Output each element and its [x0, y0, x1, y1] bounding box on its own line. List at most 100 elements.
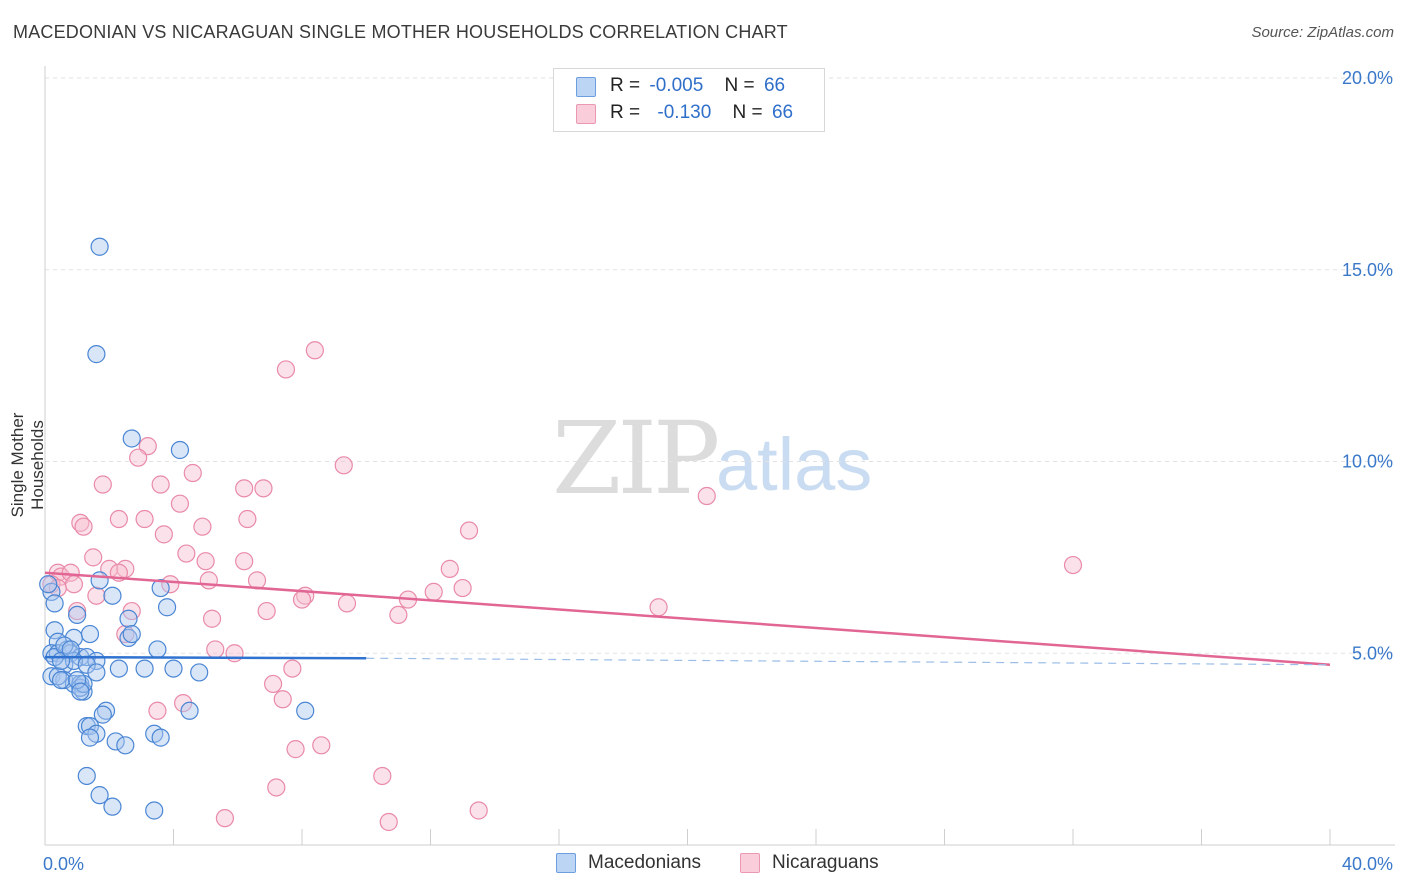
- nicaraguan-point: [267, 778, 286, 797]
- nicaraguan-point: [199, 571, 218, 590]
- nicaraguan-point: [254, 479, 273, 498]
- macedonian-point: [68, 670, 87, 690]
- macedonian-point: [157, 598, 177, 617]
- nicaraguan-point: [286, 740, 305, 759]
- nicaraguan-point: [273, 690, 292, 709]
- bottom-legend-swatch-blue: [556, 853, 576, 873]
- macedonian-point: [87, 345, 106, 364]
- nicaraguan-point: [177, 544, 196, 563]
- macedonian-point: [170, 440, 190, 460]
- macedonian-point: [180, 701, 199, 720]
- nicaraguan-point: [135, 509, 154, 529]
- legend-n-label: N =: [732, 102, 763, 123]
- macedonian-point: [145, 801, 164, 820]
- nicaraguan-point: [202, 609, 222, 628]
- nicaraguan-point: [469, 801, 488, 820]
- legend-r-value: -0.130: [657, 102, 712, 123]
- legend-r-value: -0.005: [649, 75, 704, 96]
- nicaraguan-point: [283, 659, 302, 678]
- macedonian-point: [135, 659, 154, 678]
- nicaraguan-point: [64, 575, 84, 594]
- nicaraguan-point: [292, 590, 312, 609]
- macedonian-trendline: [44, 655, 367, 660]
- bottom-legend-label: Macedonians: [588, 852, 702, 873]
- nicaraguan-point: [312, 736, 331, 755]
- nicaraguan-point: [170, 494, 190, 513]
- nicaraguan-point: [129, 448, 148, 467]
- macedonian-trendline-extension: [366, 657, 1331, 666]
- legend-r-label: R =: [610, 102, 641, 123]
- nicaraguan-point: [440, 559, 459, 578]
- nicaraguan-point: [161, 575, 180, 594]
- source-label: Source: ZipAtlas.com: [1251, 24, 1394, 41]
- macedonian-point: [119, 609, 138, 628]
- bottom-legend-label: Nicaraguans: [772, 852, 879, 873]
- macedonian-point: [77, 766, 96, 786]
- nicaraguan-point: [74, 517, 93, 536]
- x-tick-label: 40.0%: [1342, 854, 1393, 874]
- nicaraguan-point: [196, 552, 215, 571]
- nicaraguan-point: [225, 644, 244, 663]
- nicaraguan-point: [215, 809, 234, 828]
- macedonian-point: [148, 640, 167, 659]
- nicaraguan-point: [148, 701, 167, 720]
- nicaraguan-point: [424, 582, 443, 601]
- legend-n-value: 66: [763, 75, 786, 96]
- nicaraguan-point: [697, 486, 716, 506]
- nicaraguan-point: [459, 521, 479, 540]
- watermark-zip: ZIP: [552, 400, 720, 517]
- nicaraguan-point: [93, 475, 112, 494]
- macedonian-point: [51, 670, 71, 690]
- legend-r-label: R =: [610, 75, 641, 96]
- nicaraguan-point: [373, 766, 392, 786]
- macedonian-point: [122, 429, 141, 448]
- macedonian-point: [71, 682, 90, 701]
- macedonian-point: [190, 663, 209, 682]
- correlation-legend: R = -0.005 N = 66 R = -0.130 N = 66: [553, 68, 825, 132]
- y-tick-label: 15.0%: [1342, 260, 1393, 280]
- chart-title: MACEDONIAN VS NICARAGUAN SINGLE MOTHER H…: [13, 22, 788, 42]
- macedonian-point: [109, 659, 128, 678]
- nicaraguan-point: [238, 509, 257, 529]
- nicaraguan-point: [257, 601, 276, 621]
- macedonian-point: [90, 237, 109, 256]
- macedonian-point: [90, 786, 109, 805]
- macedonian-point: [87, 663, 106, 682]
- macedonian-point: [68, 605, 87, 625]
- nicaraguan-point: [1063, 555, 1083, 575]
- nicaraguan-point: [109, 509, 128, 529]
- x-tick-label: 0.0%: [43, 854, 84, 874]
- macedonian-point: [103, 586, 122, 605]
- nicaraguan-point: [154, 525, 173, 544]
- nicaraguan-point: [379, 812, 398, 832]
- nicaraguan-point: [193, 517, 212, 536]
- nicaraguan-point: [649, 598, 668, 617]
- watermark-atlas: atlas: [716, 423, 873, 506]
- legend-swatch-blue: [576, 77, 596, 97]
- legend-swatch-pink: [576, 104, 596, 124]
- nicaraguan-point: [453, 578, 472, 598]
- nicaraguan-point: [183, 463, 202, 483]
- nicaraguan-point: [87, 586, 106, 605]
- macedonian-point: [45, 621, 64, 640]
- macedonian-point: [103, 797, 122, 816]
- nicaraguan-point: [235, 479, 254, 498]
- nicaraguan-trendline: [44, 571, 1331, 667]
- nicaraguan-point: [337, 594, 357, 613]
- macedonian-point: [80, 728, 100, 747]
- macedonian-point: [45, 594, 64, 613]
- nicaraguan-point: [68, 601, 87, 621]
- nicaraguan-point: [305, 341, 324, 360]
- y-tick-label: 20.0%: [1342, 68, 1393, 88]
- macedonian-point: [39, 575, 58, 594]
- nicaraguan-point: [276, 360, 296, 379]
- nicaraguan-point: [151, 475, 170, 494]
- nicaraguan-point: [389, 605, 408, 625]
- nicaraguan-point: [235, 552, 254, 571]
- macedonian-point: [61, 640, 80, 659]
- macedonian-point: [296, 701, 315, 720]
- nicaraguan-point: [263, 674, 283, 694]
- y-tick-label: 10.0%: [1342, 452, 1393, 472]
- macedonian-point: [164, 659, 183, 678]
